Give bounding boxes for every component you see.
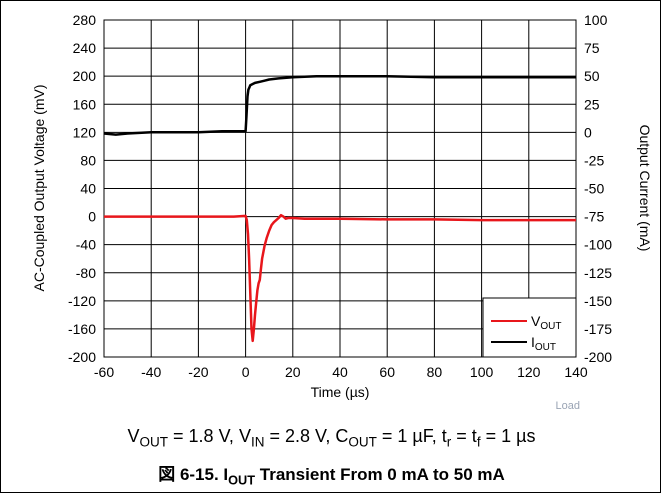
- x-tick-label: 120: [517, 364, 541, 380]
- legend: VOUT IOUT: [482, 297, 577, 358]
- x-tick-label: 20: [285, 364, 301, 380]
- y-right-tick-label: 0: [584, 124, 592, 140]
- y-left-tick-label: 40: [80, 181, 96, 197]
- y-right-tick-label: 50: [584, 68, 600, 84]
- test-conditions: VOUT = 1.8 V, VIN = 2.8 V, COUT = 1 µF, …: [127, 426, 536, 450]
- y-left-tick-label: 120: [73, 124, 97, 140]
- y-right-tick-label: -25: [584, 152, 604, 168]
- x-tick-label: 40: [332, 364, 348, 380]
- x-tick-labels: -60 -40 -20 0 20 40 60 80 100 120 140: [94, 364, 588, 380]
- x-tick-label: -60: [94, 364, 114, 380]
- y-right-tick-label: 100: [584, 12, 608, 28]
- y-left-tick-label: 280: [73, 12, 97, 28]
- y-left-tick-label: -200: [68, 349, 96, 365]
- x-axis-title: Time (µs): [311, 384, 370, 400]
- y-left-axis-title: AC-Coupled Output Voltage (mV): [31, 85, 47, 292]
- series-line-vout: [104, 213, 576, 343]
- x-tick-label: 140: [564, 364, 588, 380]
- x-tick-label: -40: [141, 364, 161, 380]
- y-right-tick-label: -125: [584, 265, 612, 281]
- figure-caption: 図 6-15. IOUT Transient From 0 mA to 50 m…: [158, 465, 505, 488]
- legend-iout-label: IOUT: [531, 334, 556, 353]
- y-right-tick-label: 75: [584, 40, 600, 56]
- y-left-tick-label: -40: [76, 237, 96, 253]
- y-left-tick-label: 0: [88, 209, 96, 225]
- series-layer: [103, 74, 576, 343]
- x-tick-label: 100: [470, 364, 494, 380]
- y-left-tick-label: 200: [73, 68, 97, 84]
- x-tick-label: 0: [242, 364, 250, 380]
- y-left-tick-label: 240: [73, 40, 97, 56]
- y-right-tick-labels: 100 75 50 25 0 -25 -50 -75 -100 -125 -150 -175 -200: [584, 12, 612, 365]
- y-left-tick-labels: 280 240 200 160 120 80 40 0 -40 -80 -120 -160 -200: [68, 12, 96, 365]
- y-right-tick-label: -50: [584, 181, 604, 197]
- y-left-tick-label: -80: [76, 265, 96, 281]
- x-tick-label: -20: [188, 364, 208, 380]
- load-watermark: Load: [556, 400, 580, 412]
- x-tick-label: 60: [379, 364, 395, 380]
- y-right-tick-label: -75: [584, 209, 604, 225]
- y-right-tick-label: -150: [584, 293, 612, 309]
- y-right-tick-label: -100: [584, 237, 612, 253]
- y-right-tick-label: -200: [584, 349, 612, 365]
- y-right-tick-label: -175: [584, 321, 612, 337]
- y-left-tick-label: 160: [73, 96, 97, 112]
- x-tick-label: 80: [427, 364, 443, 380]
- y-right-axis-title: Output Current (mA): [637, 125, 653, 252]
- series-line-iout: [103, 74, 576, 136]
- y-right-tick-label: 25: [584, 96, 600, 112]
- y-left-tick-label: 80: [80, 152, 96, 168]
- y-left-tick-label: -120: [68, 293, 96, 309]
- legend-box: [482, 297, 577, 358]
- transient-chart: -60 -40 -20 0 20 40 60 80 100 120 140 280240200160…: [31, 12, 653, 412]
- y-left-tick-label: -160: [68, 321, 96, 337]
- legend-vout-label: VOUT: [531, 313, 561, 332]
